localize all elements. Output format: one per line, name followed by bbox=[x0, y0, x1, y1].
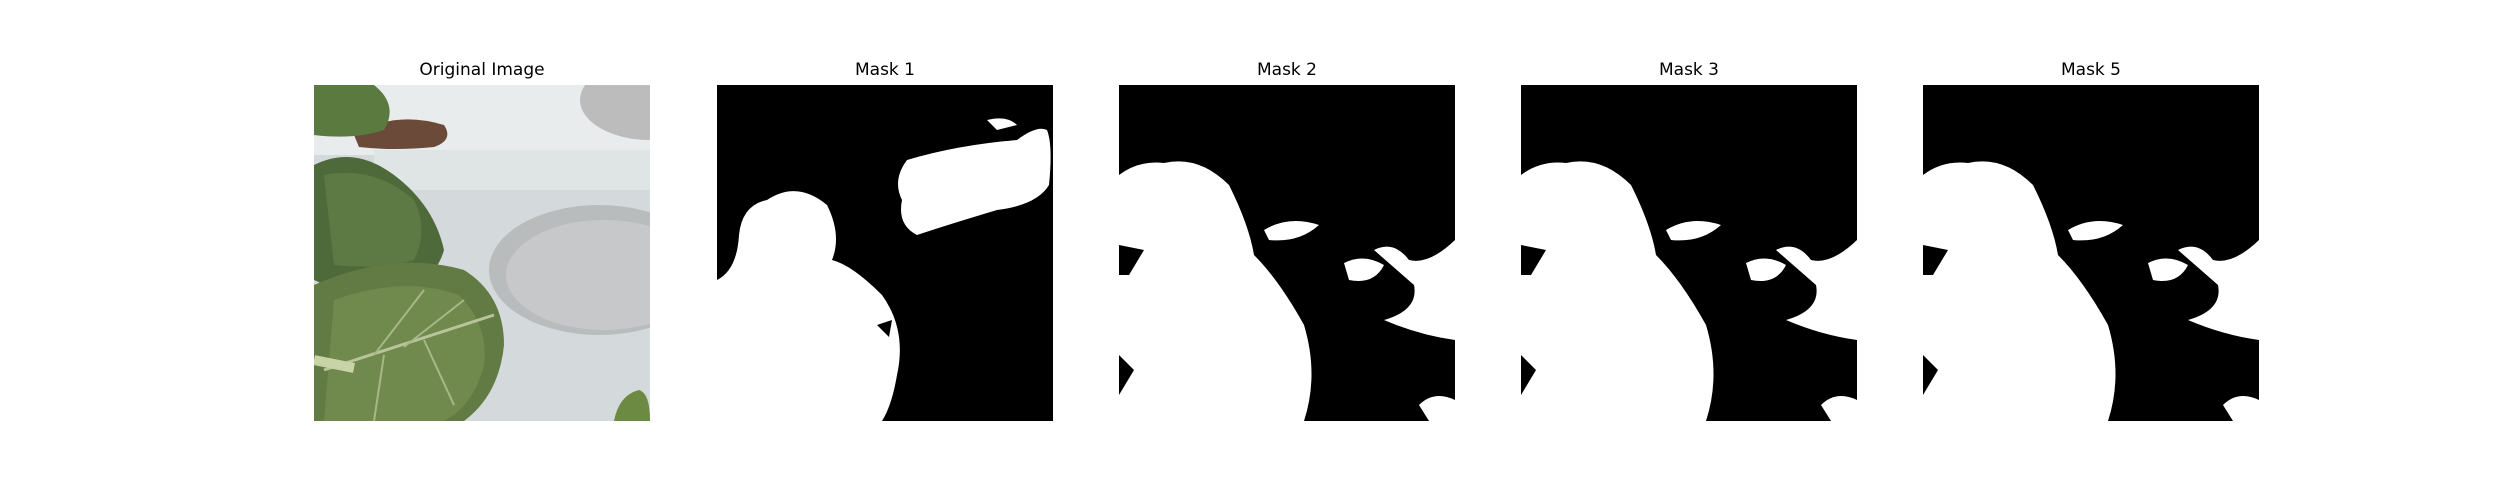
mask-3-image bbox=[1521, 85, 1857, 421]
mask-5-panel bbox=[1923, 85, 2259, 421]
original-image-panel bbox=[314, 85, 650, 421]
mask-3-panel bbox=[1521, 85, 1857, 421]
original-image-photo bbox=[314, 85, 650, 421]
panel-title-mask-2: Mask 2 bbox=[1256, 60, 1317, 80]
mask-2-image bbox=[1119, 85, 1455, 421]
mask-1-image bbox=[717, 85, 1053, 421]
mask-1-panel bbox=[717, 85, 1053, 421]
panel-title-mask-1: Mask 1 bbox=[854, 60, 915, 80]
panel-title-mask-3: Mask 3 bbox=[1658, 60, 1719, 80]
panel-title-original-image: Original Image bbox=[419, 60, 545, 80]
mask-5-image bbox=[1923, 85, 2259, 421]
mask-2-panel bbox=[1119, 85, 1455, 421]
panel-title-mask-5: Mask 5 bbox=[2060, 60, 2121, 80]
